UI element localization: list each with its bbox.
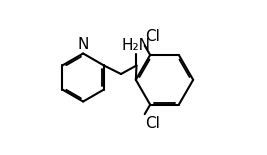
Text: Cl: Cl — [146, 29, 160, 44]
Text: N: N — [77, 37, 89, 52]
Text: H₂N: H₂N — [122, 38, 151, 53]
Text: Cl: Cl — [146, 116, 160, 131]
